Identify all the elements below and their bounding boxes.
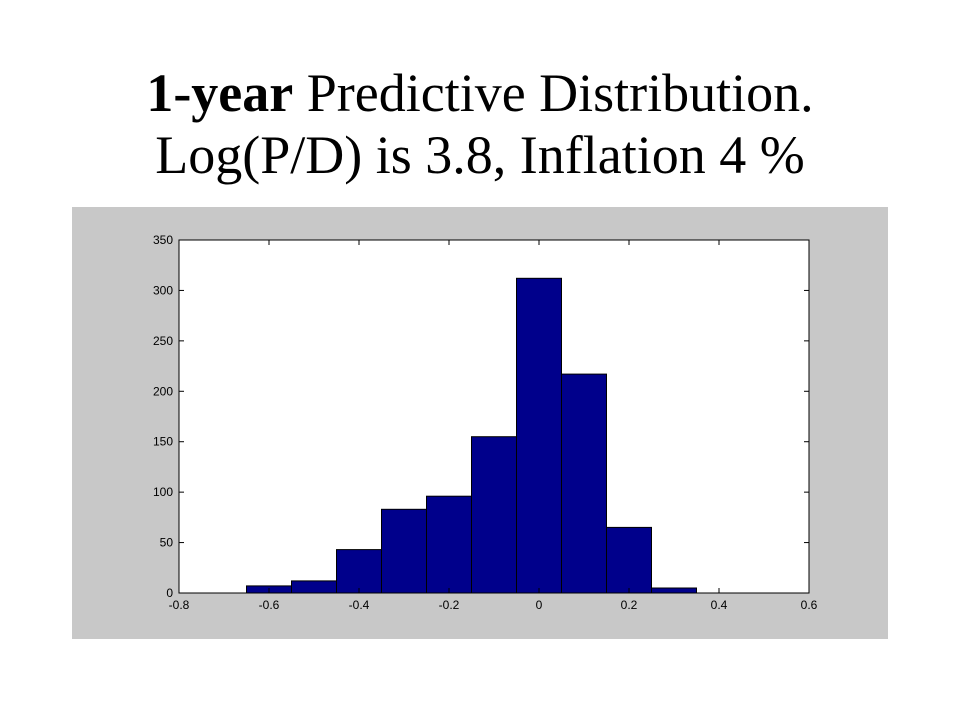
slide-title-line-1: 1-year Predictive Distribution. [0,62,960,124]
y-tick-label-2: 100 [153,485,173,499]
histogram-bar-5 [471,436,517,594]
y-tick-label-6: 300 [153,283,173,297]
x-tick-label-2: -0.4 [349,598,370,612]
histogram-bar-7 [561,373,607,594]
y-tick-label-1: 50 [160,536,174,550]
y-tick-label-4: 200 [153,384,173,398]
y-tick-label-3: 150 [153,435,173,449]
figure-panel: -0.8 -0.6 -0.4 -0.2 0 0.2 0.4 0.6 0 50 100 150 200 25… [72,207,888,639]
histogram-bar-8 [606,526,652,594]
slide-title-bold: 1-year [146,63,294,123]
x-tick-label-0: -0.8 [169,598,190,612]
histogram-bar-9 [651,587,697,594]
x-tick-label-1: -0.6 [259,598,280,612]
y-tick-label-5: 250 [153,334,173,348]
slide-title: 1-year Predictive Distribution. Log(P/D)… [0,62,960,186]
y-tick-label-7: 350 [153,233,173,247]
y-tick-label-0: 0 [166,586,173,600]
x-tick-label-6: 0.4 [711,598,728,612]
histogram-bar-6 [516,277,562,594]
x-tick-label-3: -0.2 [439,598,460,612]
histogram-bar-2 [336,549,382,594]
histogram-bar-3 [381,508,427,594]
slide-title-line-2: Log(P/D) is 3.8, Inflation 4 % [155,125,805,185]
histogram-bar-1 [291,580,337,594]
histogram-chart: -0.8 -0.6 -0.4 -0.2 0 0.2 0.4 0.6 0 50 100 150 200 25… [153,233,818,612]
plot-frame [178,239,810,594]
bars-layer [246,277,697,594]
x-tick-label-5: 0.2 [621,598,638,612]
slide-title-rest: Predictive Distribution. [293,63,814,123]
histogram-bar-4 [426,495,472,594]
x-tick-label-4: 0 [536,598,543,612]
labels-layer: -0.8 -0.6 -0.4 -0.2 0 0.2 0.4 0.6 0 50 100 150 200 25… [153,233,818,612]
x-tick-label-7: 0.6 [801,598,818,612]
